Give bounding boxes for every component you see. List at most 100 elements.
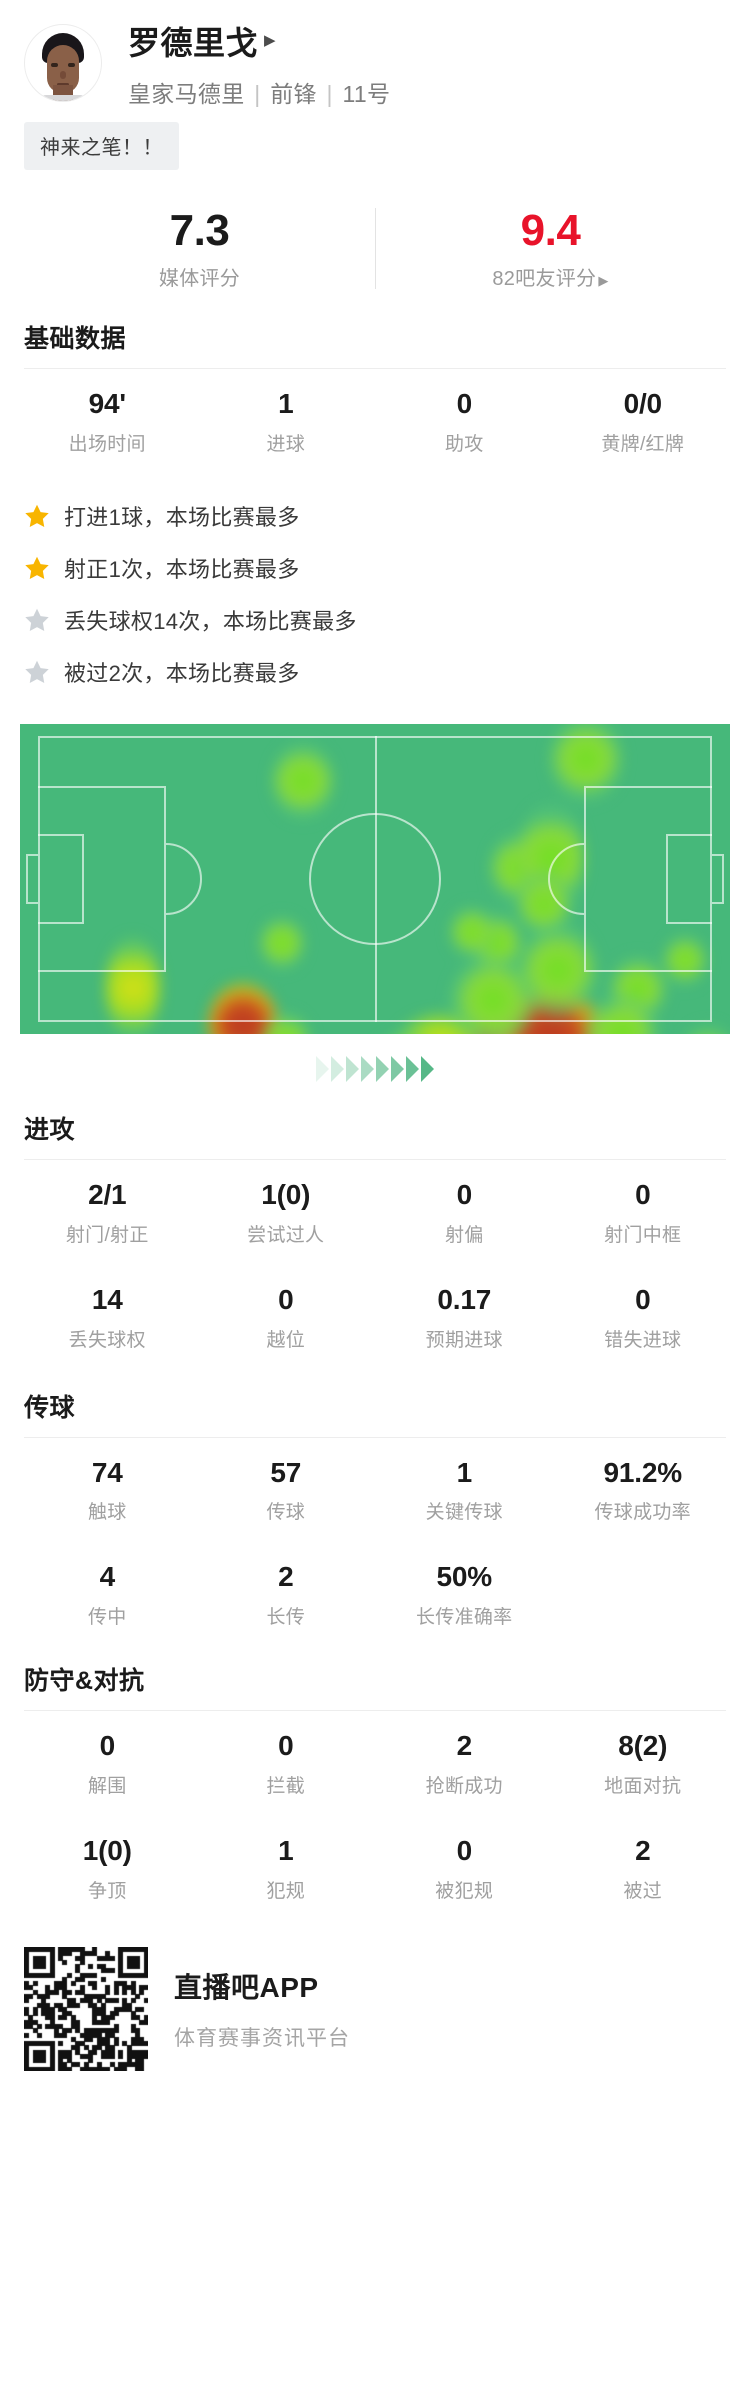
stat-value: 1: [278, 388, 294, 420]
chevron-right-icon[interactable]: ▶: [264, 32, 276, 49]
stat-label: 争顶: [87, 1880, 127, 1902]
list-item: 射正1次，本场比赛最多: [24, 542, 726, 594]
section-title-attack: 进攻: [24, 1115, 76, 1144]
stat-cell: 0 射门中框: [554, 1160, 733, 1265]
stat-label: 犯规: [266, 1880, 306, 1902]
stat-label: 长传准确率: [415, 1607, 513, 1629]
stat-cell: 50% 长传准确率: [375, 1542, 554, 1647]
meta-separator-2: |: [326, 80, 333, 107]
fan-rating[interactable]: 9.4 82吧友评分 ▶: [375, 200, 726, 297]
stat-value: 2/1: [88, 1178, 127, 1210]
stat-value: 14: [91, 1283, 123, 1315]
stat-label: 进球: [266, 433, 306, 455]
media-rating-label: 媒体评分: [158, 268, 241, 291]
star-icon: [25, 556, 49, 580]
player-heatmap-pitch[interactable]: [20, 723, 730, 1034]
stat-label: 射门/射正: [65, 1224, 149, 1246]
footer-text: 直播吧APP 体育赛事资讯平台: [174, 1966, 350, 2052]
star-icon: [25, 660, 49, 684]
chevron-right-icon: [331, 1055, 344, 1082]
stat-label: 射门中框: [604, 1224, 682, 1246]
stat-label: 黄牌/红牌: [601, 433, 685, 455]
player-shirt-number: 11号: [342, 80, 391, 107]
stat-label: 传球成功率: [594, 1502, 691, 1524]
stat-cell: 0.17 预期进球: [375, 1265, 554, 1370]
stat-label: 射偏: [444, 1224, 484, 1246]
stat-cell: 0 解围: [18, 1711, 197, 1816]
attack-stat-grid: 2/1 射门/射正 1(0) 尝试过人 0 射偏 0 射门中框 14 丢失球权 …: [0, 1160, 750, 1370]
highlights-list: 打进1球，本场比赛最多 射正1次，本场比赛最多 丢失球权14次，本场比赛最多 被…: [0, 474, 750, 698]
meta-separator-1: |: [254, 80, 261, 107]
attack-direction-indicator: [20, 1055, 730, 1082]
chevron-right-icon: [346, 1055, 359, 1082]
stat-label: 地面对抗: [604, 1775, 682, 1797]
tag-row: 神来之笔！！: [0, 108, 750, 170]
stat-value: 57: [270, 1456, 302, 1488]
player-name-row[interactable]: 罗德里戈 ▶: [128, 18, 390, 64]
ratings-row: 7.3 媒体评分 9.4 82吧友评分 ▶: [0, 200, 750, 297]
stat-label: 传球: [266, 1502, 306, 1524]
chevron-right-icon: [391, 1055, 404, 1082]
six-yard-box-left: [38, 833, 84, 924]
stat-value: 0: [635, 1283, 651, 1315]
divider: [24, 368, 726, 370]
stat-label: 传中: [87, 1607, 127, 1629]
chevron-right-icon: [406, 1055, 419, 1082]
stat-cell: 1(0) 尝试过人: [197, 1160, 376, 1265]
stat-value: 1: [456, 1456, 473, 1488]
page-title: 罗德里戈: [128, 24, 259, 61]
stat-value: 0: [456, 1178, 473, 1210]
stat-cell: 2 长传: [197, 1542, 376, 1647]
stat-value: 0: [278, 1730, 294, 1762]
section-title-passing: 传球: [24, 1393, 76, 1422]
stat-label: 出场时间: [68, 433, 146, 455]
stat-value: 50%: [436, 1561, 493, 1593]
stat-value: 94': [88, 388, 126, 420]
stat-value: 0: [456, 1834, 473, 1866]
qr-code[interactable]: [24, 1946, 148, 2071]
stat-label: 越位: [266, 1329, 306, 1351]
player-photo: [36, 33, 90, 101]
stat-value: 1(0): [261, 1178, 311, 1210]
stat-cell: 0 拦截: [197, 1711, 376, 1816]
stat-label: 助攻: [444, 433, 484, 455]
list-item: 丢失球权14次，本场比赛最多: [24, 594, 726, 646]
stat-cell: 91.2% 传球成功率: [554, 1438, 733, 1543]
divider: [24, 1158, 726, 1160]
player-team: 皇家马德里: [128, 80, 245, 107]
stat-cell: 0 被犯规: [375, 1816, 554, 1921]
penalty-box-right: [584, 785, 712, 972]
center-circle: [309, 812, 441, 945]
stat-value: 1(0): [82, 1834, 132, 1866]
attack-section: 进攻 2/1 射门/射正 1(0) 尝试过人 0 射偏 0 射门中框 14 丢失…: [0, 1110, 750, 1370]
defense-stat-grid: 0 解围 0 拦截 2 抢断成功 8(2) 地面对抗 1(0) 争顶 1 犯规 …: [0, 1711, 750, 1921]
fan-rating-value: 9.4: [520, 206, 581, 255]
heatmap-section: [20, 723, 730, 1082]
chevron-right-icon: [316, 1055, 329, 1082]
divider: [24, 1436, 726, 1438]
stat-value: 2: [635, 1834, 651, 1866]
player-identity: 罗德里戈 ▶ 皇家马德里 | 前锋 | 11号: [128, 18, 390, 109]
stat-value: 2: [456, 1730, 473, 1762]
highlight-text: 打进1球，本场比赛最多: [64, 504, 300, 530]
stat-value: 91.2%: [603, 1456, 683, 1488]
highlight-text: 射正1次，本场比赛最多: [64, 556, 300, 582]
chevron-right-icon: [361, 1055, 374, 1082]
stat-cell: 57 传球: [197, 1438, 376, 1543]
fan-rating-label[interactable]: 82吧友评分 ▶: [375, 262, 726, 291]
stat-value: 1: [278, 1834, 294, 1866]
list-item: 被过2次，本场比赛最多: [24, 646, 726, 698]
app-tagline: 体育赛事资讯平台: [174, 2026, 350, 2050]
stat-cell: 4 传中: [18, 1542, 197, 1647]
player-position: 前锋: [270, 80, 317, 107]
stat-cell: 0 错失进球: [554, 1265, 733, 1370]
stat-value: 0: [635, 1178, 651, 1210]
chevron-right-icon: [376, 1055, 389, 1082]
basic-stat-grid: 94' 出场时间 1 进球 0 助攻 0/0 黄牌/红牌: [0, 369, 750, 474]
avatar[interactable]: [24, 24, 102, 102]
media-rating-value: 7.3: [169, 206, 230, 255]
stat-cell: 8(2) 地面对抗: [554, 1711, 733, 1816]
stat-label: 长传: [266, 1607, 306, 1629]
stat-value: 0: [456, 388, 473, 420]
stat-label: 拦截: [266, 1775, 306, 1797]
